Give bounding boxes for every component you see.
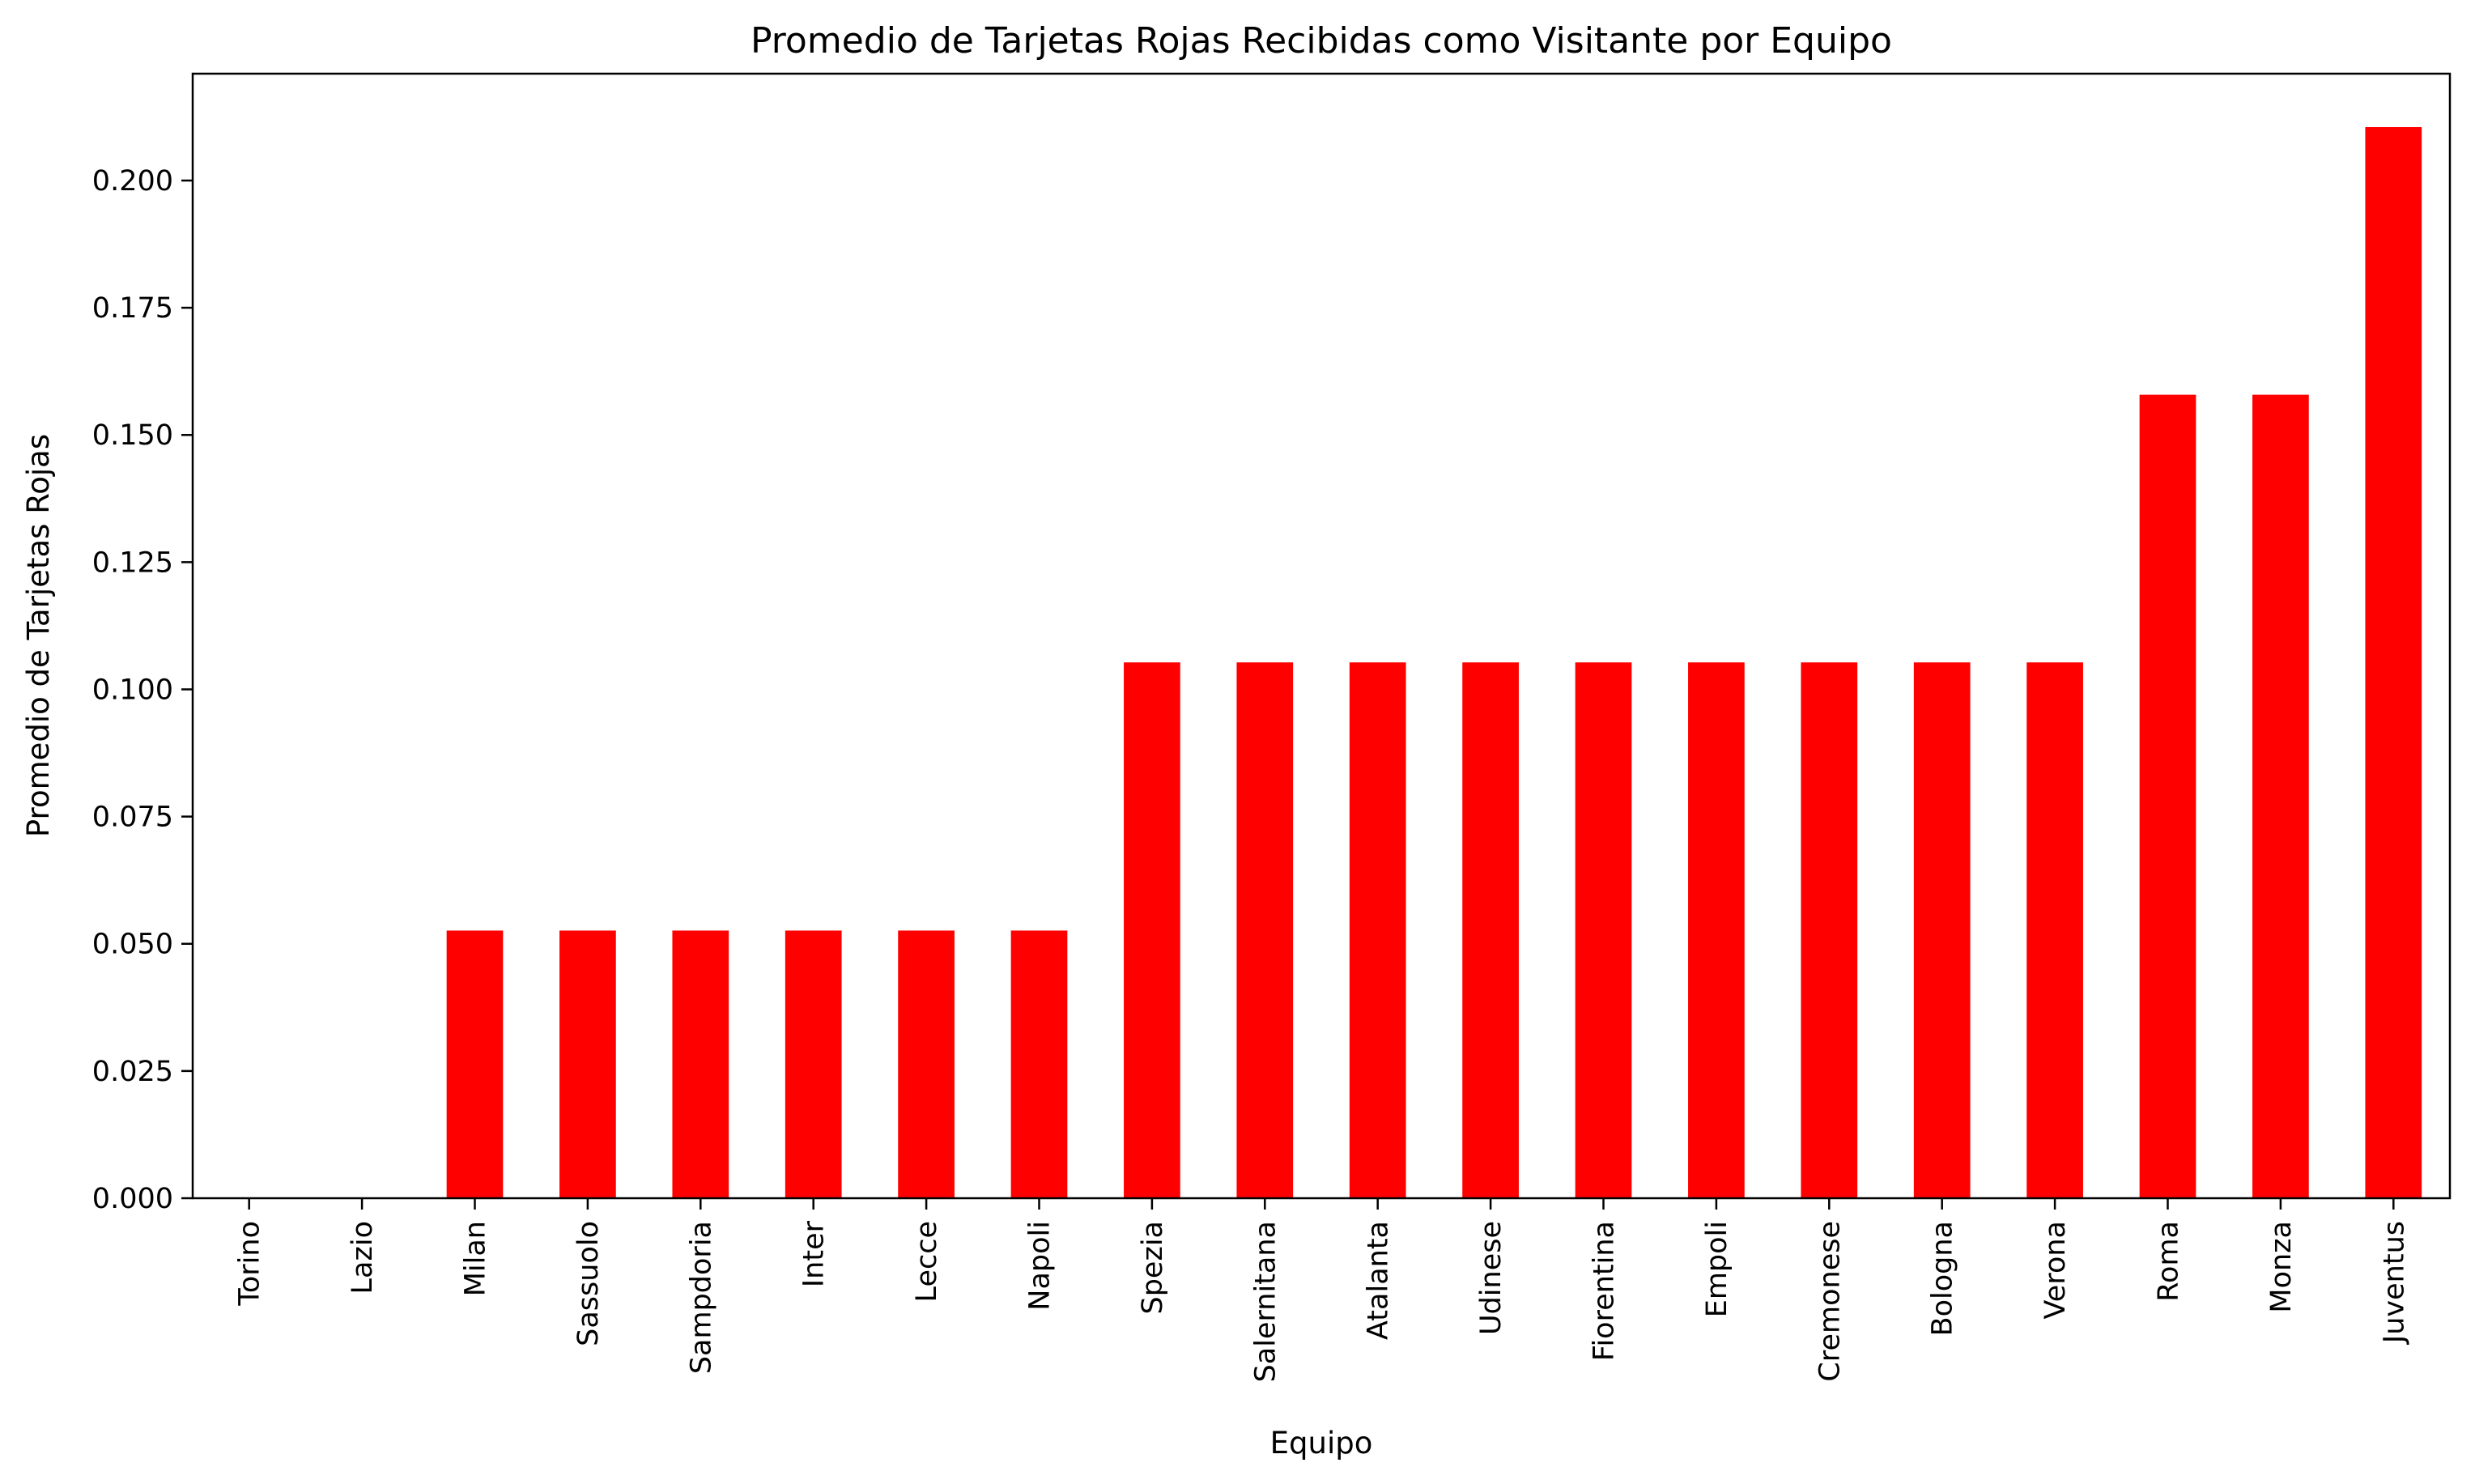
x-tick-label-milan: Milan [460,1221,492,1296]
bar-monza [2252,394,2309,1198]
x-axis-label: Equipo [1270,1426,1373,1461]
plot-frame [191,72,2452,1200]
bar-bologna [1913,662,1971,1198]
x-tick-label-lazio: Lazio [347,1221,379,1294]
y-tick-label: 0.100 [92,674,173,706]
x-tick-label-torino: Torino [234,1221,266,1307]
y-tick-label: 0.050 [92,929,173,961]
y-tick-label: 0.175 [92,292,173,325]
bar-sassuolo [559,930,616,1198]
x-tick-label-sampdoria: Sampdoria [685,1221,717,1374]
bar-atalanta [1349,662,1406,1198]
x-tick-label-bologna: Bologna [1927,1221,1959,1336]
bar-lecce [898,930,955,1198]
y-tick-label: 0.000 [92,1183,173,1215]
bar-juventus [2365,126,2422,1199]
x-tick-label-inter: Inter [798,1220,831,1287]
bar-fiorentina [1575,662,1632,1198]
x-tick-label-juventus: Juventus [2378,1221,2410,1345]
y-tick-label: 0.150 [92,419,173,452]
y-axis: 0.000 0.025 0.050 0.075 0.100 0.125 0.150 0.175… [92,165,193,1215]
bar-inter [785,930,842,1198]
bar-roma [2139,394,2196,1198]
bar-udinese [1462,662,1519,1198]
x-tick-label-verona: Verona [2039,1221,2072,1319]
chart-title: Promedio de Tarjetas Rojas Recibidas com… [751,20,1892,62]
y-tick-label: 0.075 [92,802,173,834]
x-tick-label-sassuolo: Sassuolo [572,1221,605,1346]
bar-sampdoria [672,930,729,1198]
x-tick-label-monza: Monza [2265,1221,2298,1313]
bar-verona [2026,662,2083,1198]
bar-cremonese [1801,662,1858,1198]
bars-group [446,126,2422,1199]
x-tick-label-salernitana: Salernitana [1249,1221,1282,1382]
y-tick-label: 0.200 [92,165,173,198]
y-tick-label: 0.025 [92,1056,173,1088]
x-tick-label-roma: Roma [2153,1221,2185,1302]
x-tick-label-udinese: Udinese [1475,1221,1508,1335]
bar-empoli [1688,662,1745,1198]
y-tick-label: 0.125 [92,546,173,579]
bar-spezia [1124,662,1180,1198]
x-tick-label-cremonese: Cremonese [1814,1221,1846,1382]
y-axis-label: Promedio de Tarjetas Rojas [21,434,56,837]
bar-salernitana [1236,662,1294,1198]
x-axis: Torino Lazio Milan Sassuolo Sampdoria Inter Le… [234,1198,2410,1382]
x-tick-label-atalanta: Atalanta [1363,1221,1395,1340]
x-tick-label-spezia: Spezia [1137,1221,1169,1315]
x-tick-label-lecce: Lecce [911,1221,943,1302]
bar-napoli [1010,930,1068,1198]
bar-milan [446,930,504,1198]
x-tick-label-empoli: Empoli [1701,1221,1733,1317]
x-tick-label-napoli: Napoli [1024,1221,1057,1311]
x-tick-label-fiorentina: Fiorentina [1588,1221,1621,1361]
